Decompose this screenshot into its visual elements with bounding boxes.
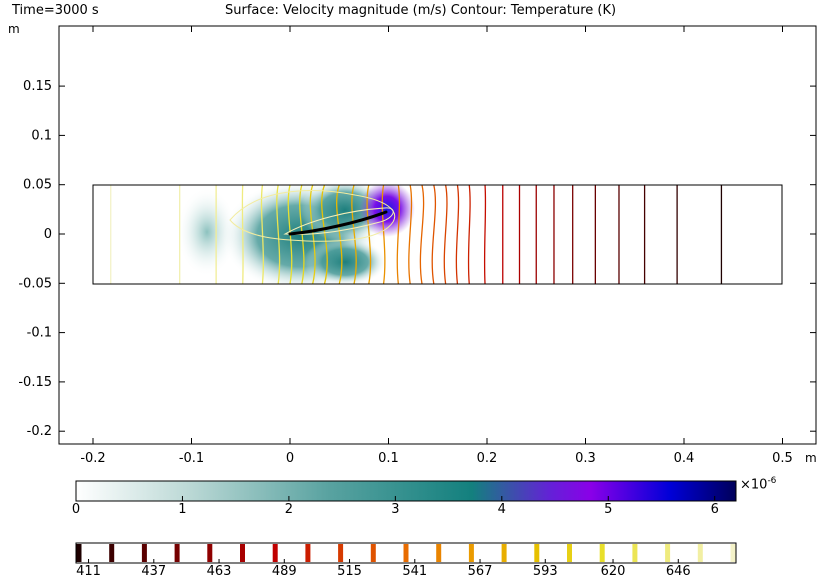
temperature-contours [110,185,723,284]
x-tick-label: 0.1 [378,451,399,466]
temperature-colorbar-segment [567,544,572,562]
y-tick-label: 0.15 [23,79,52,94]
temperature-colorbar-segment [272,544,278,562]
x-unit-label: m [805,451,817,465]
temperature-contour-line [455,185,460,284]
temperature-colorbar-label: 489 [271,564,297,579]
y-axis-ticks: 0.15 0.1 0.05 0 -0.05 -0.1 -0.15 -0.2 [18,79,816,439]
temperature-contour-line [351,185,357,284]
velocity-colorbar-label: 3 [391,502,400,517]
temperature-contour-line [483,185,487,284]
y-tick-label: -0.1 [27,326,52,341]
temperature-colorbar-label: 437 [141,564,167,579]
temperature-colorbar-segment [240,544,245,562]
temperature-contour-line [419,185,425,284]
velocity-wake-left [177,187,237,277]
temperature-colorbar-label: 567 [467,564,493,579]
temperature-colorbar-label: 541 [402,564,428,579]
temperature-contour-line [241,185,244,284]
velocity-wake-lower [303,238,387,284]
velocity-colorbar-ticks [75,496,716,501]
temperature-colorbar-label: 620 [600,564,626,579]
x-tick-label: 0.4 [674,451,695,466]
x-axis-ticks: -0.2 -0.1 0 0.1 0.2 0.3 0.4 0.5 [80,26,793,466]
temperature-colorbar-segment [207,544,213,562]
velocity-colorbar [75,480,737,502]
velocity-colorbar-label: 1 [178,502,187,517]
x-tick-label: 0.5 [772,451,793,466]
velocity-colorbar-label: 0 [71,502,81,517]
temperature-contour-line [321,185,328,284]
temperature-colorbar-segment [665,544,671,562]
contour-loop-inner [283,207,394,235]
temperature-contour-line [408,185,413,284]
temperature-colorbar-segment [436,544,442,562]
velocity-colorbar-label: 6 [710,502,719,517]
temperature-contour-line [260,185,264,284]
simulation-domain [92,184,783,285]
temperature-colorbar-label: 463 [206,564,232,579]
temperature-colorbar-segment [599,544,605,562]
contour-loop-outer [229,190,396,242]
temperature-colorbar-segment [632,544,638,562]
colorbar-exponent: ×10-6 [740,476,776,492]
y-tick-label: -0.05 [18,276,52,291]
exponent-multiplier: ×10 [740,477,768,493]
x-tick-label: 0.2 [477,451,498,466]
y-tick-label: 0.05 [23,178,52,193]
velocity-colorbar-label: 2 [284,502,294,517]
temperature-colorbar-segment [468,544,474,562]
time-label: Time=3000 s [12,3,99,18]
temperature-colorbar-label: 515 [337,564,362,579]
temperature-colorbar-segment [370,544,376,562]
temperature-contour-line [467,185,471,284]
temperature-contour-line [381,185,386,284]
y-unit-label: m [8,22,20,36]
temperature-colorbar-segment [174,544,180,562]
temperature-colorbar-segment [305,544,311,562]
temperature-contour-line [366,185,372,284]
temperature-colorbar-segment [109,544,115,562]
domain-boundary [92,184,783,285]
heater-blade [288,210,388,236]
y-tick-label: 0.1 [31,128,52,143]
x-tick-label: 0.3 [575,451,596,466]
temperature-colorbar-segment [534,544,540,562]
temperature-contour-line [443,185,448,284]
temperature-contour-line [396,185,401,284]
x-tick-label: -0.2 [80,451,105,466]
temperature-colorbar-lines [76,544,736,563]
temperature-colorbar-segment [141,544,147,562]
plot-description: Surface: Velocity magnitude (m/s) Contou… [225,3,617,18]
temperature-colorbar-segment [76,544,82,562]
temperature-colorbar-segment [338,544,344,562]
temperature-colorbar-segment [403,544,409,562]
velocity-colorbar-label: 4 [497,502,506,517]
y-tick-label: 0 [44,227,52,242]
x-tick-label: -0.1 [179,451,204,466]
temperature-colorbar-segment [501,544,507,562]
temperature-colorbar-label: 646 [665,564,691,579]
temperature-colorbar-segment [697,544,703,562]
axes-frame [58,25,817,445]
exponent-power: -6 [767,476,777,486]
temperature-colorbar-label: 411 [76,564,101,579]
y-tick-label: -0.15 [18,375,52,390]
temperature-colorbar-label: 593 [532,564,558,579]
y-tick-label: -0.2 [27,424,52,439]
velocity-colorbar-label: 5 [604,502,613,517]
temperature-colorbar-segment [730,544,736,562]
temperature-contour-line [431,185,437,284]
x-tick-label: 0 [286,451,294,466]
